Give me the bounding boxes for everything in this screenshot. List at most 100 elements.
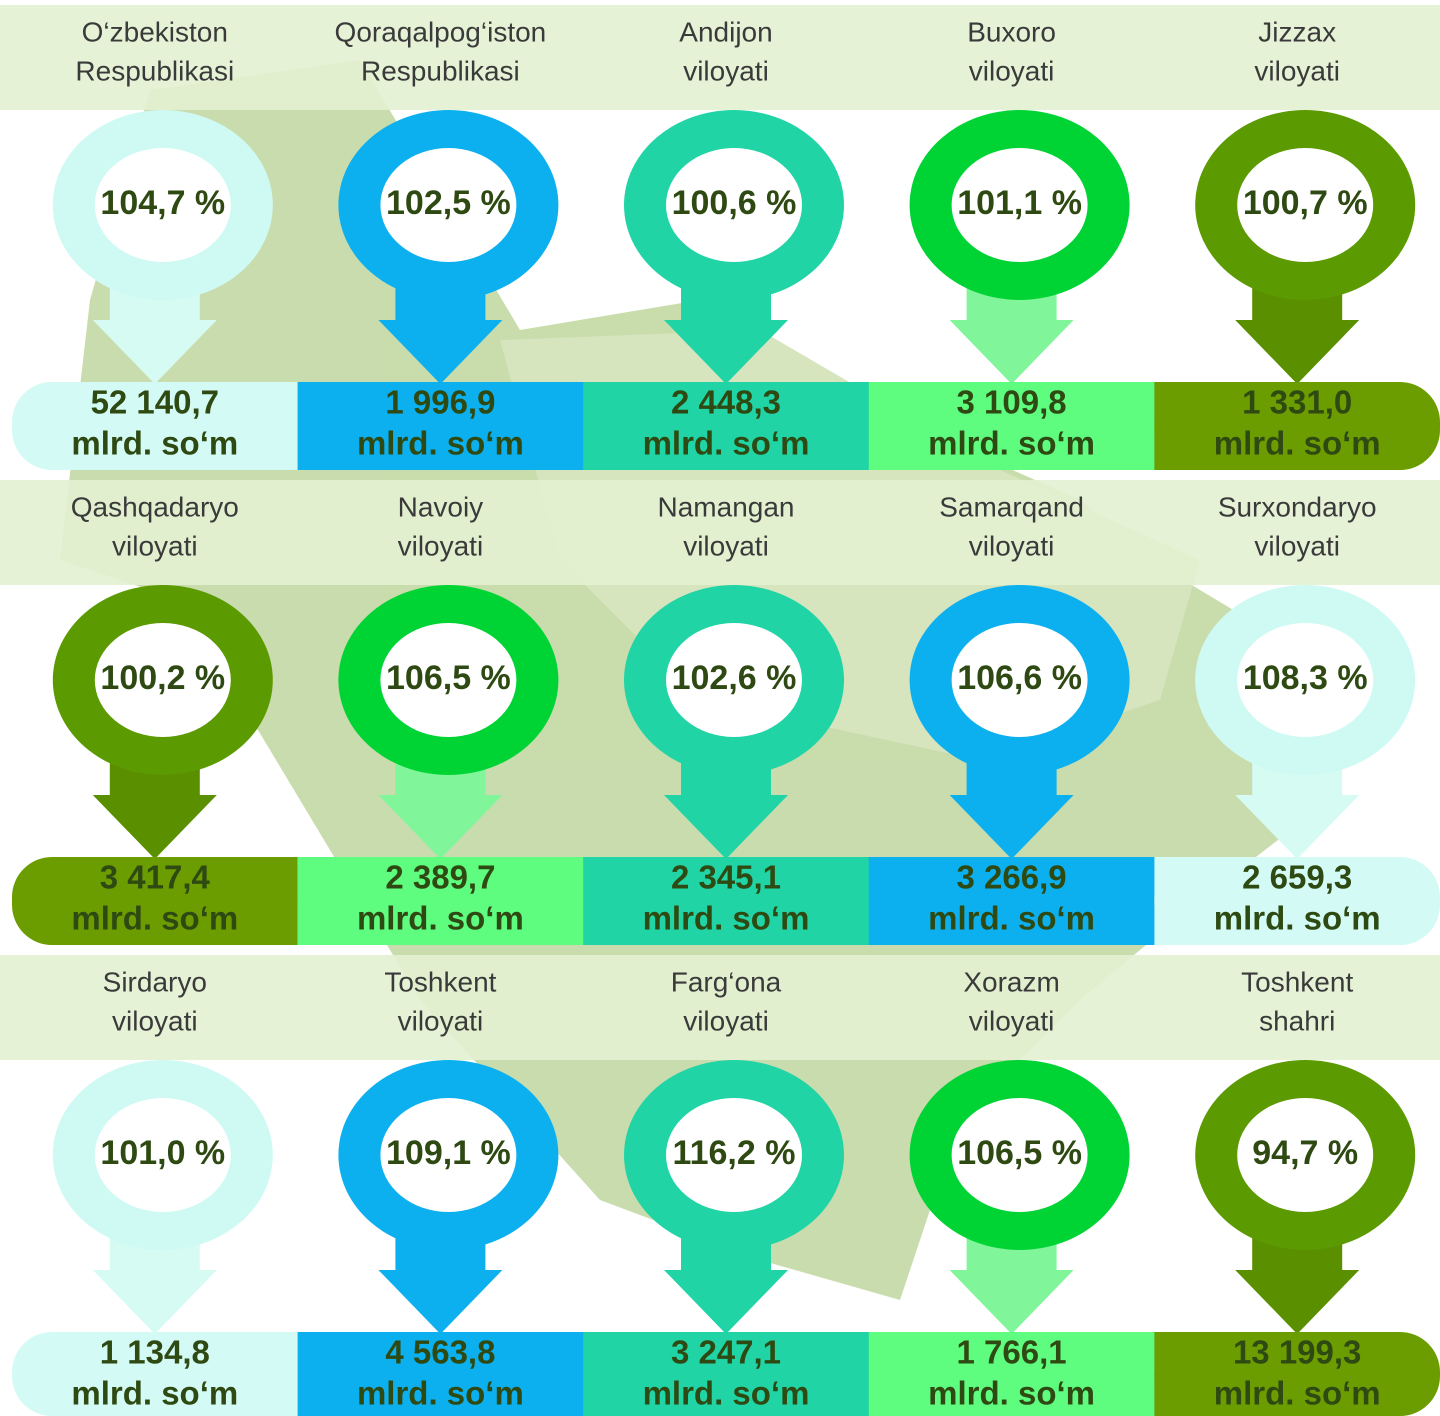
arrow-head <box>92 1270 217 1334</box>
ring-hole <box>951 148 1088 262</box>
region-name: viloyati <box>1254 55 1340 86</box>
unit: mlrd. so‘m <box>357 1375 524 1412</box>
region-name: Respublikasi <box>361 55 520 86</box>
region-name: viloyati <box>683 530 769 561</box>
value: 3 266,9 <box>957 859 1067 896</box>
region-name: shahri <box>1259 1005 1335 1036</box>
value: 3 109,8 <box>957 384 1067 421</box>
ring-hole <box>666 623 802 737</box>
region-name: Xorazm <box>963 966 1059 997</box>
value: 1 766,1 <box>957 1334 1067 1371</box>
unit: mlrd. so‘m <box>71 425 238 462</box>
percent: 100,7 % <box>1243 184 1368 222</box>
percent: 108,3 % <box>1243 659 1368 697</box>
region-name: Jizzax <box>1258 16 1336 47</box>
value-band <box>297 857 584 945</box>
arrow-head <box>664 1270 788 1334</box>
arrow-head <box>949 795 1074 859</box>
percent: 100,2 % <box>100 659 225 697</box>
percent: 106,5 % <box>386 659 511 697</box>
arrow-head <box>378 320 503 384</box>
value-band <box>1154 857 1400 945</box>
unit: mlrd. so‘m <box>1214 1375 1381 1412</box>
region-name: Toshkent <box>1241 966 1353 997</box>
arrow-head <box>1235 1270 1360 1334</box>
region-name: viloyati <box>398 530 484 561</box>
value-band <box>297 1332 584 1416</box>
ring-hole <box>380 1098 517 1212</box>
ring-hole <box>666 148 802 262</box>
value-band <box>583 382 870 470</box>
header-band <box>0 5 1440 110</box>
arrow-head <box>92 320 217 384</box>
unit: mlrd. so‘m <box>928 425 1095 462</box>
percent: 106,5 % <box>957 1134 1082 1172</box>
header-band <box>0 955 1440 1060</box>
region-name: Toshkent <box>384 966 496 997</box>
region-name: Surxondaryo <box>1218 491 1377 522</box>
value: 13 199,3 <box>1233 1334 1361 1371</box>
region-name: Sirdaryo <box>103 966 207 997</box>
arrow-head <box>664 320 788 384</box>
value: 3 417,4 <box>100 859 211 896</box>
region-name: Namangan <box>658 491 795 522</box>
unit: mlrd. so‘m <box>1214 900 1381 937</box>
value: 2 448,3 <box>671 384 781 421</box>
region-name: Farg‘ona <box>671 966 782 997</box>
unit: mlrd. so‘m <box>643 425 810 462</box>
region-name: viloyati <box>969 1005 1055 1036</box>
value: 4 563,8 <box>385 1334 495 1371</box>
unit: mlrd. so‘m <box>643 900 810 937</box>
region-name: Samarqand <box>939 491 1084 522</box>
arrow-head <box>378 795 503 859</box>
value-band <box>52 857 298 945</box>
value-band <box>868 857 1155 945</box>
value-band <box>583 1332 870 1416</box>
ring-hole <box>951 623 1088 737</box>
region-name: Qoraqalpog‘iston <box>335 16 547 47</box>
value-band <box>583 857 870 945</box>
region-name: Andijon <box>679 16 772 47</box>
ring-hole <box>380 148 517 262</box>
arrow-head <box>92 795 217 859</box>
region-name: viloyati <box>683 55 769 86</box>
percent: 102,5 % <box>386 184 511 222</box>
value: 2 389,7 <box>385 859 495 896</box>
arrow-head <box>949 1270 1074 1334</box>
value: 1 134,8 <box>100 1334 210 1371</box>
value-band <box>297 382 584 470</box>
arrow-head <box>1235 320 1360 384</box>
header-band <box>0 480 1440 585</box>
region-name: Navoiy <box>398 491 484 522</box>
value-band <box>52 382 298 470</box>
value: 3 247,1 <box>671 1334 781 1371</box>
unit: mlrd. so‘m <box>357 425 524 462</box>
value-band <box>868 1332 1155 1416</box>
unit: mlrd. so‘m <box>71 1375 238 1412</box>
region-name: Qashqadaryo <box>71 491 239 522</box>
region-name: viloyati <box>112 530 198 561</box>
value: 1 996,9 <box>385 384 495 421</box>
value: 1 331,0 <box>1242 384 1352 421</box>
percent: 100,6 % <box>672 184 797 222</box>
value-band <box>52 1332 298 1416</box>
percent: 101,0 % <box>100 1134 225 1172</box>
percent: 109,1 % <box>386 1134 511 1172</box>
ring-hole <box>380 623 517 737</box>
ring-hole <box>94 148 231 262</box>
unit: mlrd. so‘m <box>928 900 1095 937</box>
region-name: viloyati <box>398 1005 484 1036</box>
percent: 106,6 % <box>957 659 1082 697</box>
value: 2 345,1 <box>671 859 781 896</box>
region-name: viloyati <box>969 530 1055 561</box>
unit: mlrd. so‘m <box>643 1375 810 1412</box>
value: 2 659,3 <box>1242 859 1352 896</box>
ring-hole <box>94 1098 231 1212</box>
region-name: viloyati <box>969 55 1055 86</box>
percent: 116,2 % <box>673 1134 796 1172</box>
arrow-head <box>949 320 1074 384</box>
value-band <box>1154 1332 1400 1416</box>
region-name: Buxoro <box>967 16 1056 47</box>
percent: 94,7 % <box>1252 1134 1358 1172</box>
